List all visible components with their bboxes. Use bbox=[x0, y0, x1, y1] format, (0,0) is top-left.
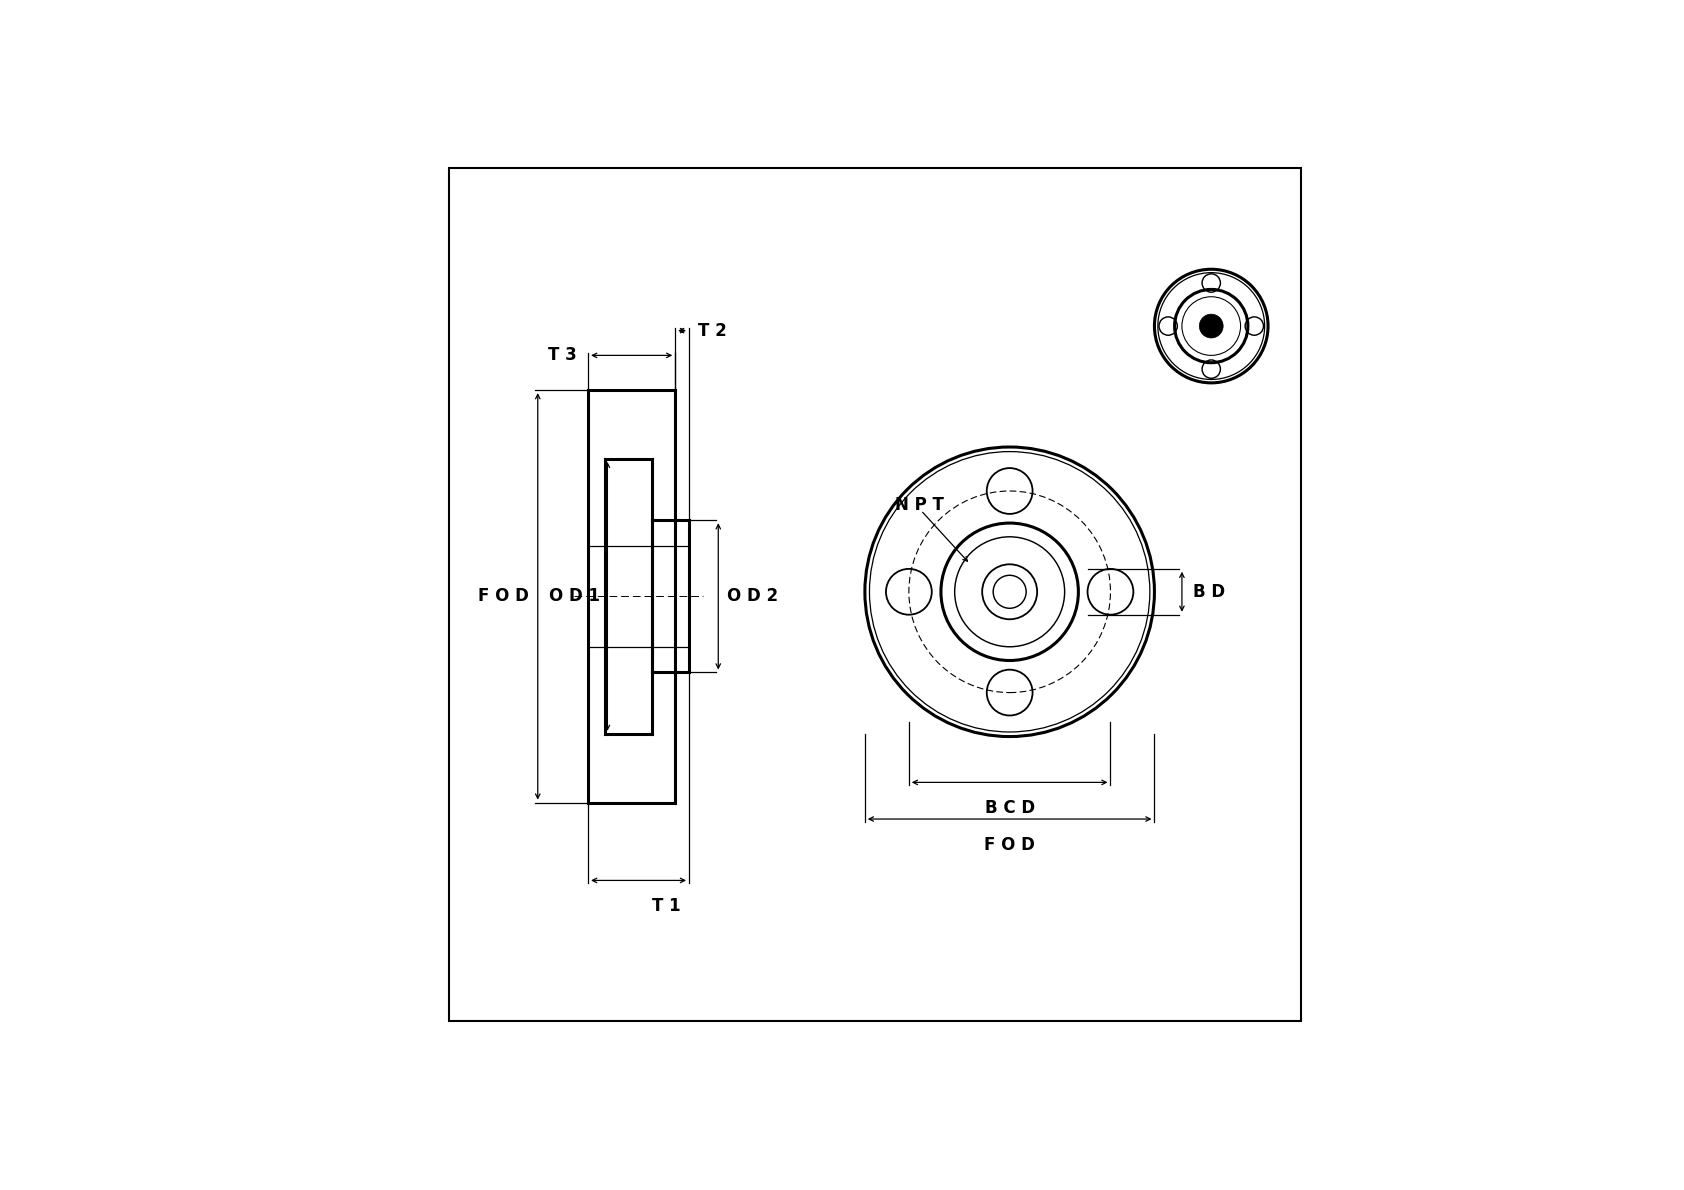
Text: O D 1: O D 1 bbox=[549, 588, 600, 606]
Text: B D: B D bbox=[1192, 583, 1224, 601]
Text: T 3: T 3 bbox=[549, 346, 578, 364]
Text: T 2: T 2 bbox=[699, 321, 727, 339]
Text: F O D: F O D bbox=[983, 835, 1036, 853]
Text: O D 2: O D 2 bbox=[727, 588, 778, 606]
Text: F O D: F O D bbox=[478, 588, 529, 606]
Text: B C D: B C D bbox=[985, 798, 1034, 816]
Circle shape bbox=[1199, 314, 1223, 338]
Text: T 1: T 1 bbox=[652, 897, 680, 915]
Text: N P T: N P T bbox=[896, 496, 945, 514]
